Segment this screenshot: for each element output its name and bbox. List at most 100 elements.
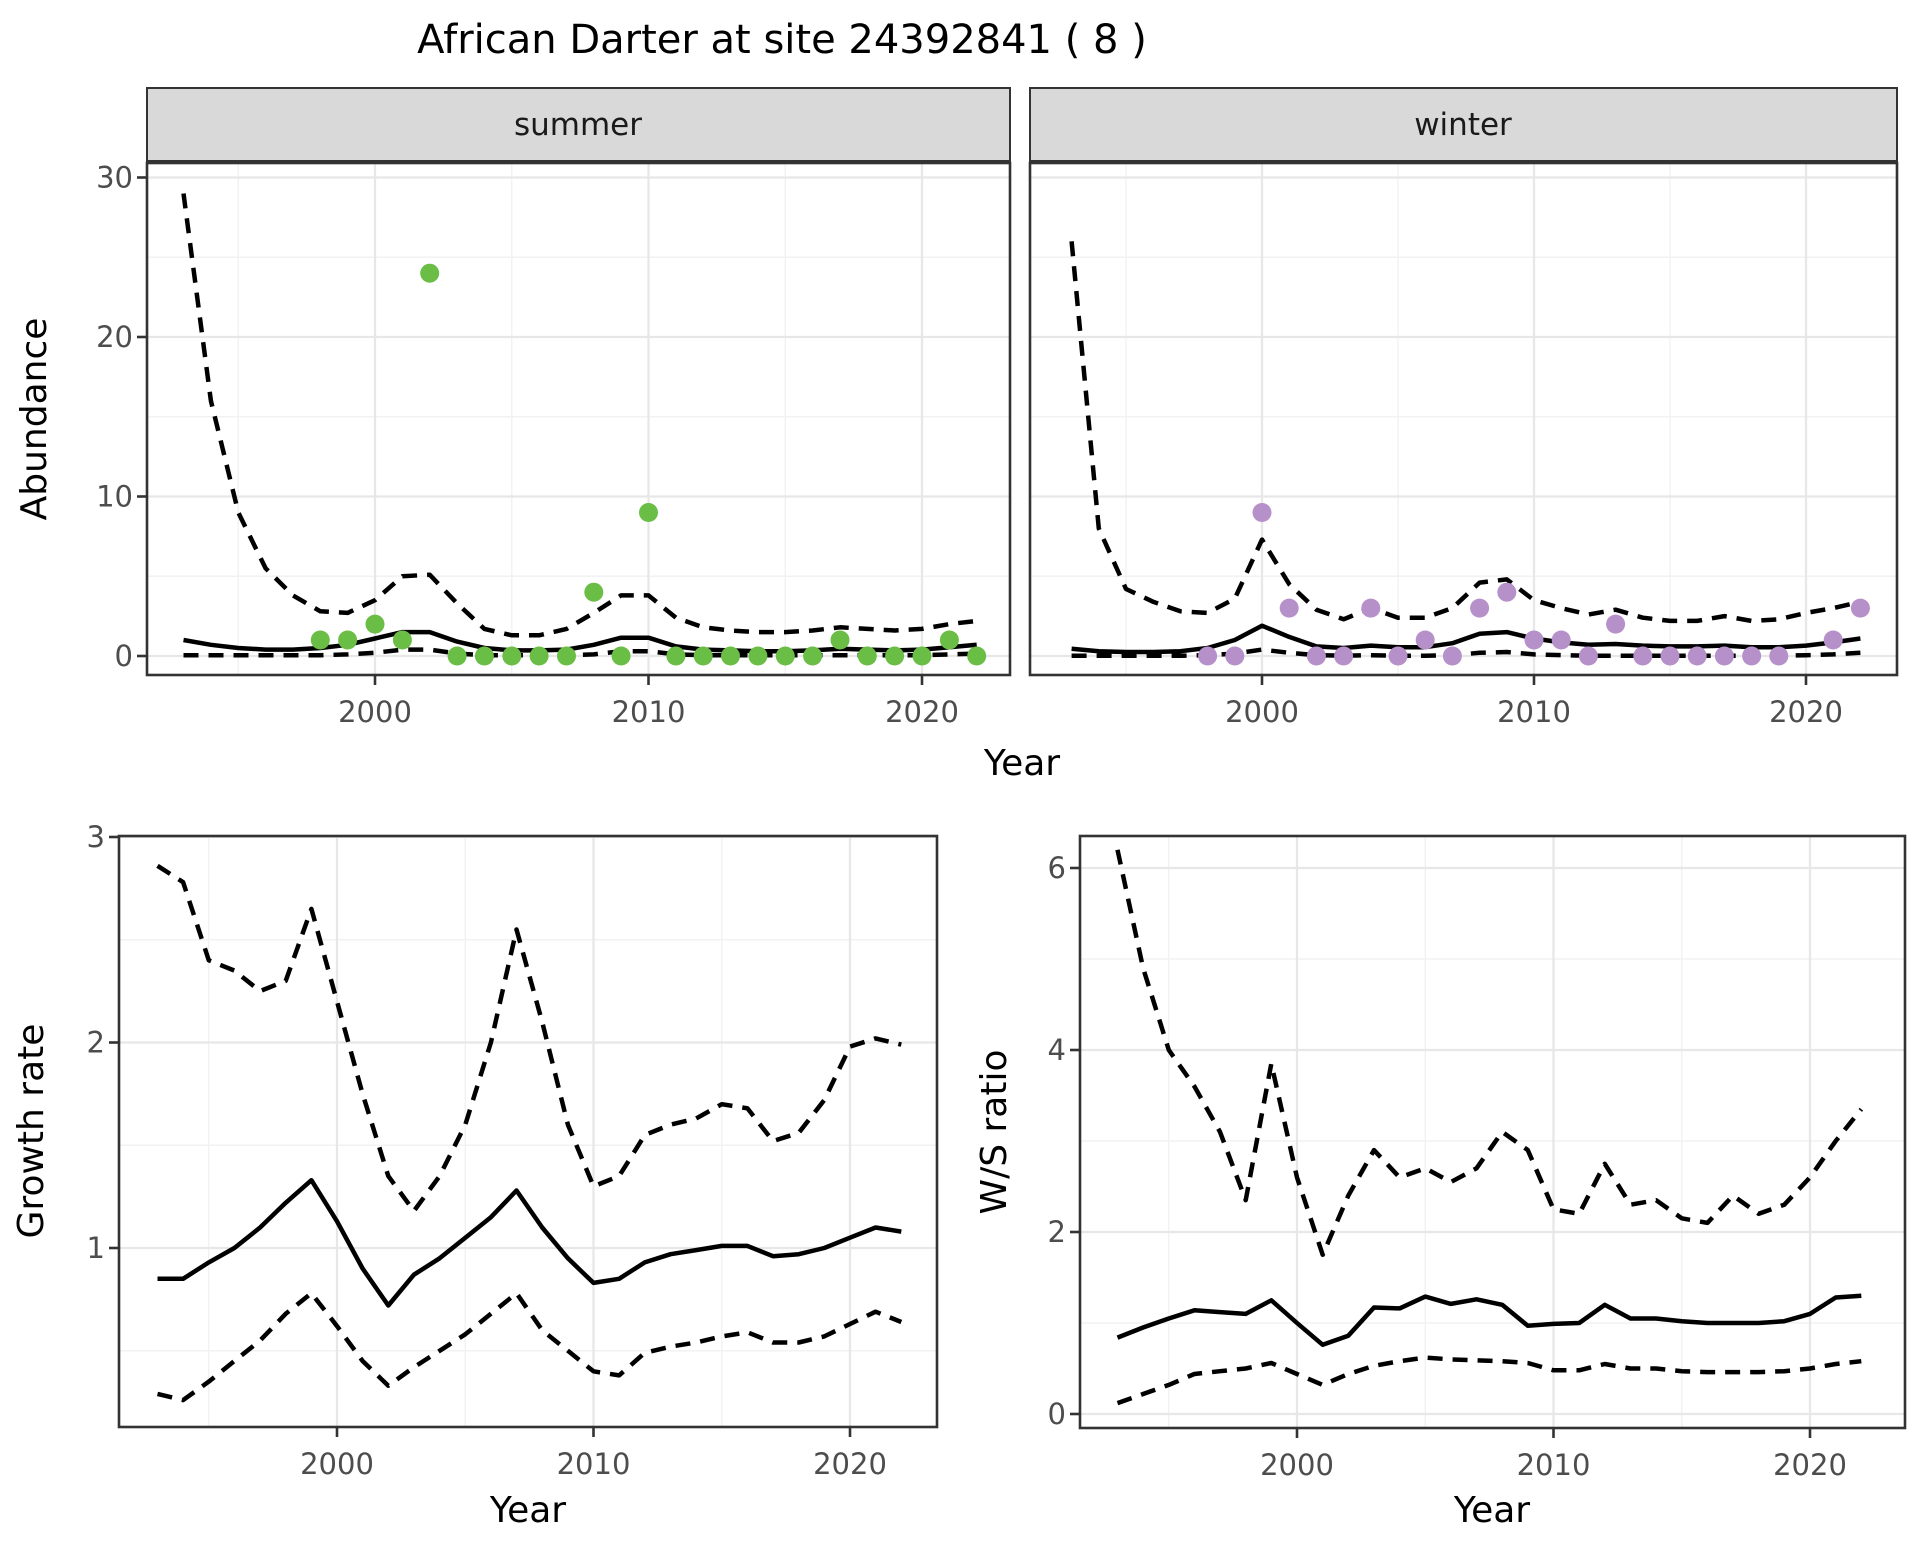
data-point — [857, 646, 877, 666]
data-point — [1850, 598, 1870, 618]
panel-abundance-winter: 2000 2010 2020 — [1028, 161, 1899, 729]
growth-rate-y-axis-title: Growth rate — [11, 1024, 52, 1239]
x-tick-label: 2020 — [1773, 1448, 1847, 1482]
data-point — [666, 646, 686, 666]
data-point — [1497, 582, 1517, 602]
data-point — [529, 646, 549, 666]
data-point — [1687, 646, 1707, 666]
panel-background — [1080, 836, 1905, 1428]
x-tick-label: 2010 — [612, 695, 686, 729]
upper-ci-line — [181, 193, 977, 638]
data-point — [1578, 646, 1598, 666]
fit-line — [1116, 1293, 1862, 1348]
data-point — [1198, 646, 1218, 666]
panel-abundance-summer: 2000 2010 2020 0 10 20 30 — [96, 161, 1012, 729]
data-point — [1470, 598, 1490, 618]
y-tick-label: 20 — [96, 320, 133, 354]
y-tick-label: 0 — [115, 639, 133, 673]
x-tick-label: 2020 — [885, 695, 959, 729]
data-point — [1306, 646, 1326, 666]
data-point — [1252, 503, 1272, 522]
upper-ci-line — [156, 863, 902, 1214]
facet-strips: summer winter — [146, 87, 1898, 162]
data-point — [803, 646, 823, 666]
data-point — [1225, 646, 1245, 666]
data-point — [310, 630, 330, 650]
data-point — [392, 630, 412, 650]
data-point — [557, 646, 576, 666]
fit-line — [157, 1177, 902, 1308]
lower-ci-line — [183, 647, 977, 658]
y-tick-label: 1 — [87, 1231, 105, 1265]
data-point — [939, 630, 959, 650]
data-point — [447, 646, 467, 666]
data-point — [1279, 598, 1299, 618]
chart-title: African Darter at site 24392841 ( 8 ) — [417, 17, 1147, 63]
y-tick-label: 6 — [1048, 851, 1066, 885]
y-tick-label: 10 — [96, 480, 133, 514]
upper-ci-line — [1069, 241, 1861, 624]
panel-background — [119, 836, 937, 1427]
data-point — [1633, 646, 1653, 666]
data-point — [748, 646, 768, 666]
top-y-axis-title: Abundance — [14, 318, 55, 521]
facet-strip-winter — [1029, 87, 1898, 162]
x-tick-label: 2000 — [338, 695, 412, 729]
facet-strip-summer — [146, 87, 1011, 162]
ws-ratio-x-axis-title: Year — [1453, 1490, 1530, 1531]
data-point — [1769, 646, 1789, 666]
data-point — [420, 263, 440, 283]
data-point — [885, 646, 905, 666]
facet-strip-summer-label: summer — [514, 107, 642, 143]
panel-border — [117, 834, 939, 1429]
x-tick-label: 2000 — [1260, 1448, 1334, 1482]
data-point — [912, 646, 932, 666]
data-point — [1442, 646, 1462, 666]
y-tick-label: 2 — [87, 1026, 105, 1060]
data-point — [639, 503, 658, 522]
data-point — [693, 646, 713, 666]
lower-ci-line — [156, 1290, 903, 1403]
panel-border — [145, 161, 1012, 677]
data-point — [1742, 646, 1762, 666]
panel-background — [1030, 163, 1897, 675]
x-tick-label: 2020 — [1769, 695, 1843, 729]
growth-rate-x-axis-title: Year — [489, 1490, 566, 1531]
panel-growth-rate: 2000 2010 2020 1 2 3 — [87, 820, 939, 1481]
x-tick-label: 2010 — [557, 1447, 631, 1481]
x-tick-label: 2010 — [1497, 695, 1571, 729]
data-point — [830, 630, 850, 650]
data-point — [502, 646, 522, 666]
ws-ratio-y-axis-title: W/S ratio — [974, 1049, 1015, 1214]
data-point — [1361, 598, 1381, 618]
data-point — [338, 630, 358, 650]
data-point — [1551, 630, 1571, 650]
lower-ci-line — [1116, 1355, 1862, 1406]
data-point — [1524, 630, 1544, 650]
data-point — [365, 614, 385, 634]
y-tick-label: 0 — [1048, 1397, 1066, 1431]
x-tick-label: 2010 — [1517, 1448, 1591, 1482]
panel-ws-ratio: 2000 2010 2020 0 2 4 6 — [1048, 834, 1907, 1482]
data-point — [967, 646, 987, 666]
data-point — [1415, 630, 1435, 650]
x-tick-label: 2000 — [300, 1447, 374, 1481]
data-point — [1606, 614, 1626, 634]
x-tick-label: 2020 — [813, 1447, 887, 1481]
data-point — [1660, 646, 1680, 666]
data-point — [611, 646, 631, 666]
facet-strip-winter-label: winter — [1414, 107, 1512, 143]
data-point — [584, 582, 604, 602]
panel-border — [1028, 161, 1899, 677]
data-point — [775, 646, 795, 666]
panel-background — [147, 163, 1010, 675]
panel-border — [1078, 834, 1907, 1430]
y-tick-label: 4 — [1048, 1033, 1066, 1067]
data-point — [1823, 630, 1843, 650]
y-tick-label: 2 — [1048, 1215, 1066, 1249]
data-point — [474, 646, 494, 666]
x-tick-label: 2000 — [1225, 695, 1299, 729]
top-x-axis-title: Year — [983, 743, 1060, 784]
